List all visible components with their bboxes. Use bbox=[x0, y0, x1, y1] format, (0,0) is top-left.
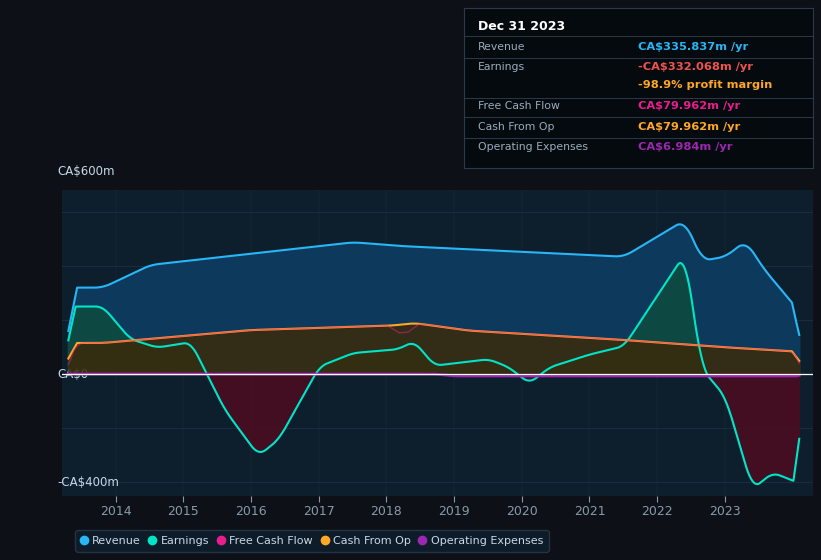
Text: CA$79.962m /yr: CA$79.962m /yr bbox=[639, 101, 741, 111]
Text: CA$79.962m /yr: CA$79.962m /yr bbox=[639, 122, 741, 132]
Text: Cash From Op: Cash From Op bbox=[478, 122, 554, 132]
Text: CA$600m: CA$600m bbox=[57, 165, 115, 178]
Text: -CA$332.068m /yr: -CA$332.068m /yr bbox=[639, 63, 754, 72]
Text: Revenue: Revenue bbox=[478, 41, 525, 52]
Text: CA$6.984m /yr: CA$6.984m /yr bbox=[639, 142, 733, 152]
Legend: Revenue, Earnings, Free Cash Flow, Cash From Op, Operating Expenses: Revenue, Earnings, Free Cash Flow, Cash … bbox=[76, 530, 548, 552]
Text: CA$335.837m /yr: CA$335.837m /yr bbox=[639, 41, 749, 52]
Text: Operating Expenses: Operating Expenses bbox=[478, 142, 588, 152]
Text: -98.9% profit margin: -98.9% profit margin bbox=[639, 80, 773, 90]
Text: Earnings: Earnings bbox=[478, 63, 525, 72]
Text: Free Cash Flow: Free Cash Flow bbox=[478, 101, 560, 111]
Text: Dec 31 2023: Dec 31 2023 bbox=[478, 20, 565, 32]
Text: -CA$400m: -CA$400m bbox=[57, 475, 120, 488]
Text: CA$0: CA$0 bbox=[57, 367, 89, 381]
